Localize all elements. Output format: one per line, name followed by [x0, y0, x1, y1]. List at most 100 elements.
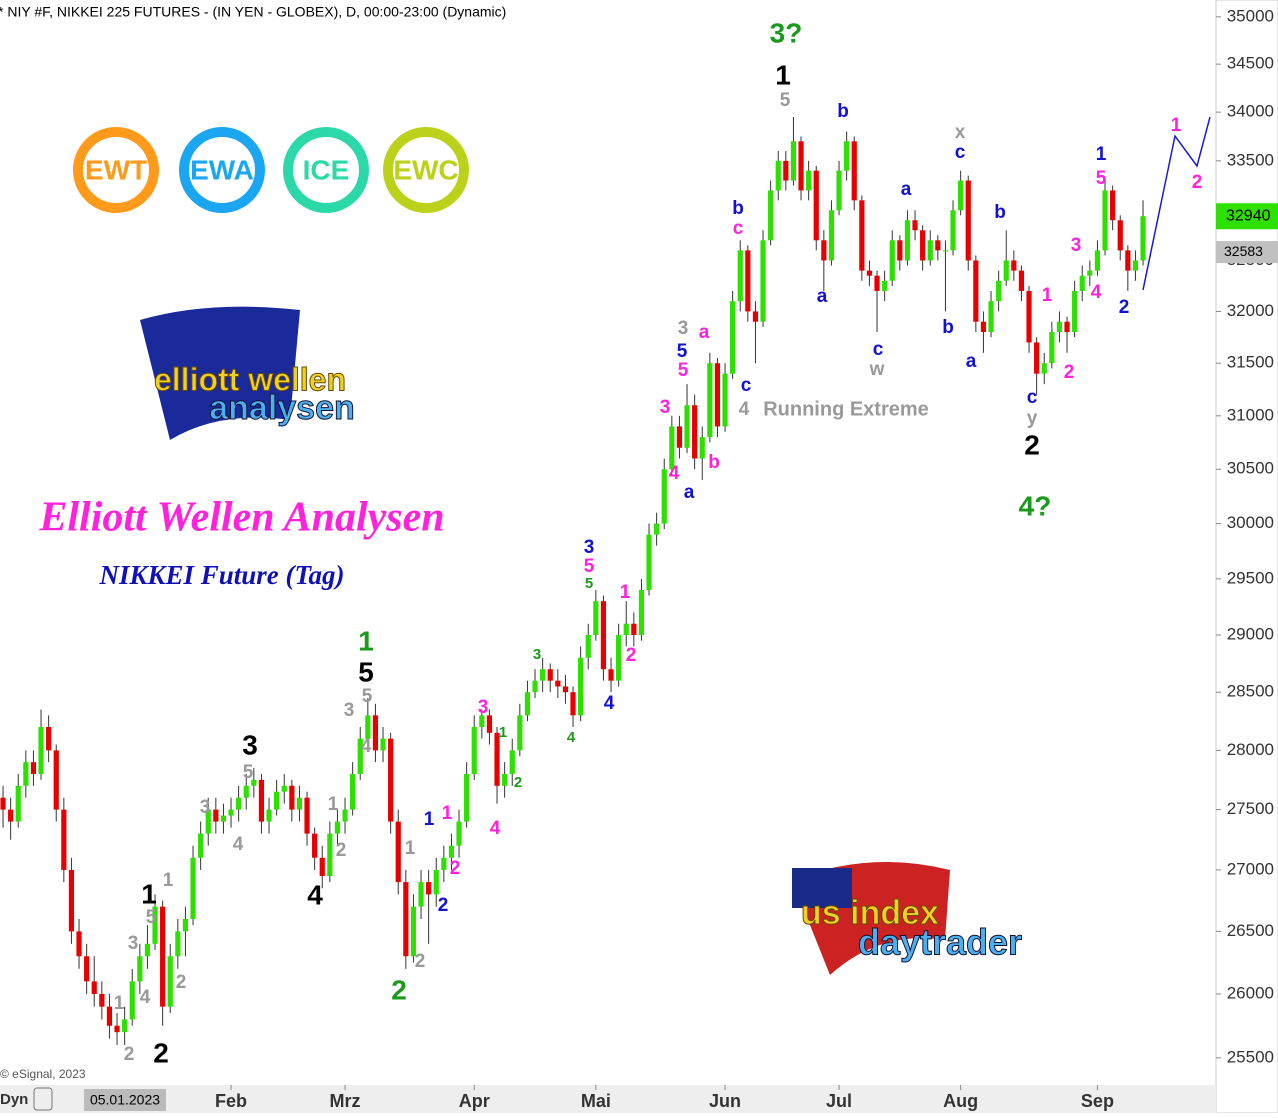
candle-body: [236, 797, 242, 810]
candle-body: [980, 321, 987, 333]
candle-body: [327, 833, 333, 877]
candle-body: [912, 220, 918, 231]
wave-label: 4: [490, 818, 501, 839]
wave-label: 2: [415, 951, 426, 972]
wave-label: Running Extreme: [763, 398, 929, 420]
x-tick-label: Mai: [581, 1091, 611, 1111]
candle-body: [365, 715, 371, 739]
candle-body: [585, 635, 591, 658]
candle-body: [114, 1025, 120, 1033]
logo-ring: [283, 127, 369, 213]
candle-body: [547, 669, 553, 681]
candles: [0, 116, 1146, 1045]
brand-1-line-2: analysen: [209, 389, 355, 427]
x-tick-label: Sep: [1081, 1091, 1114, 1111]
candle-body: [84, 956, 90, 982]
candle-body: [395, 821, 401, 883]
x-tick-label: Mrz: [330, 1091, 361, 1111]
wave-label: 4: [361, 736, 372, 757]
candle-body: [175, 931, 181, 957]
wave-label: y: [1027, 408, 1038, 429]
candle-body: [1018, 270, 1025, 291]
candle-body: [646, 534, 652, 590]
candle-body: [517, 715, 523, 751]
wave-label: 1: [620, 582, 631, 603]
candle-body: [874, 275, 880, 291]
wave-label: 3: [242, 729, 258, 760]
candle-body: [53, 750, 59, 810]
candle-body: [418, 882, 424, 907]
lock-icon[interactable]: [33, 1087, 53, 1111]
candle-body: [965, 180, 971, 261]
wave-label: 2: [124, 1044, 135, 1065]
candle-body: [160, 906, 166, 1007]
y-tick-label: 27500: [1227, 799, 1274, 818]
y-tick-label: 30000: [1227, 513, 1274, 532]
wave-label: 5: [677, 341, 688, 362]
wave-label: c: [1027, 387, 1038, 408]
candle-body: [562, 686, 569, 693]
candle-body: [190, 857, 196, 919]
candle-body: [920, 230, 926, 261]
wave-label: 4: [233, 834, 244, 855]
y-tick-label: 28000: [1227, 740, 1274, 759]
wave-label: 1: [114, 993, 125, 1014]
x-tick-label: Aug: [943, 1091, 978, 1111]
candle-body: [821, 240, 827, 261]
candle-body: [798, 141, 804, 191]
wave-label: 2: [1192, 172, 1203, 193]
wave-label: 3: [533, 646, 541, 663]
candle-body: [426, 882, 432, 895]
candle-body: [1041, 363, 1047, 374]
candle-body: [243, 785, 249, 798]
wave-label: 4: [567, 729, 576, 746]
candle-body: [1102, 190, 1108, 251]
candle-body: [1064, 321, 1070, 333]
logo-label: EWA: [190, 154, 254, 185]
candle-body: [61, 809, 67, 870]
logo-label: ICE: [303, 154, 350, 185]
candle-body: [471, 726, 477, 774]
wave-label: 3?: [770, 17, 803, 48]
candle-body: [91, 981, 97, 994]
last-price-label: 32940: [1226, 207, 1271, 224]
candle-body: [897, 240, 903, 261]
wave-label: a: [966, 351, 977, 372]
wave-label: 4?: [1019, 490, 1052, 521]
candle-body: [524, 692, 531, 716]
candle-body: [182, 918, 189, 932]
candle-body: [752, 311, 759, 322]
y-tick-label: 30500: [1227, 459, 1274, 478]
candle-body: [334, 821, 341, 834]
price-axis: [1215, 0, 1278, 1114]
candle-body: [806, 170, 812, 191]
wave-label: 3: [1071, 235, 1082, 256]
candle-body: [1034, 342, 1040, 374]
candle-body: [623, 623, 629, 636]
wave-label: 4: [140, 987, 151, 1008]
eu-flag: [140, 306, 300, 440]
candle-body: [433, 869, 439, 895]
wave-label: 2: [1064, 362, 1075, 383]
candle-body: [616, 635, 622, 681]
candle-body: [851, 141, 857, 201]
candle-body: [973, 260, 979, 322]
wave-label: 1: [328, 794, 339, 815]
header: * NIY #F, NIKKEI 225 FUTURES - (IN YEN -…: [0, 4, 506, 20]
y-tick-label: 33500: [1227, 150, 1274, 169]
candle-body: [213, 809, 219, 822]
wave-label: b: [837, 101, 849, 122]
y-tick-label: 27000: [1227, 859, 1274, 878]
candle-body: [502, 773, 508, 786]
wave-label: 2: [438, 895, 449, 916]
wave-label: b: [732, 198, 744, 219]
candle-body: [737, 250, 743, 302]
candle-body: [768, 190, 774, 241]
candle-body: [76, 931, 82, 957]
candle-body: [661, 469, 667, 524]
candle-body: [540, 669, 546, 681]
candle-body: [760, 240, 766, 322]
candle-body: [958, 180, 964, 211]
wave-label: 4: [669, 463, 680, 484]
